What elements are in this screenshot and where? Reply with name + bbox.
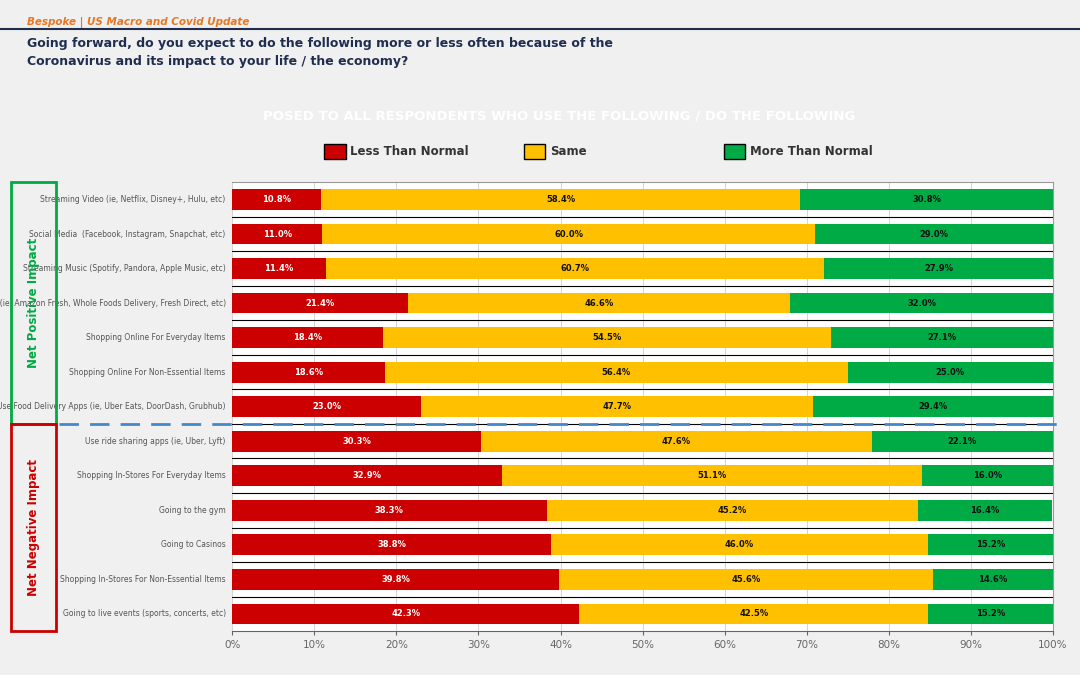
- Bar: [323, 223, 815, 244]
- Bar: [232, 396, 421, 417]
- Bar: [815, 223, 1053, 244]
- Text: 46.0%: 46.0%: [725, 540, 754, 549]
- Text: 10.8%: 10.8%: [262, 195, 291, 204]
- Text: 46.6%: 46.6%: [584, 298, 613, 308]
- Bar: [383, 327, 831, 348]
- Text: 16.4%: 16.4%: [970, 506, 999, 515]
- Text: Shopping Online For Non-Essential Items: Shopping Online For Non-Essential Items: [69, 368, 226, 377]
- Text: 11.0%: 11.0%: [262, 230, 292, 238]
- Bar: [232, 259, 326, 279]
- Text: 18.4%: 18.4%: [293, 333, 322, 342]
- Text: 42.5%: 42.5%: [739, 610, 769, 618]
- Bar: [232, 327, 383, 348]
- Text: 45.2%: 45.2%: [717, 506, 746, 515]
- Bar: [232, 431, 481, 452]
- Text: 14.6%: 14.6%: [978, 575, 1008, 584]
- Bar: [579, 603, 928, 624]
- Text: Use ride sharing apps (ie, Uber, Lyft): Use ride sharing apps (ie, Uber, Lyft): [85, 437, 226, 446]
- Text: 60.7%: 60.7%: [561, 264, 590, 273]
- Text: 18.6%: 18.6%: [294, 368, 323, 377]
- Bar: [558, 569, 933, 590]
- Text: 25.0%: 25.0%: [936, 368, 964, 377]
- Bar: [421, 396, 812, 417]
- Text: 21.4%: 21.4%: [306, 298, 335, 308]
- Text: Going to the gym: Going to the gym: [159, 506, 226, 515]
- Text: 15.2%: 15.2%: [976, 540, 1005, 549]
- Text: 58.4%: 58.4%: [546, 195, 575, 204]
- Bar: [232, 465, 502, 486]
- Text: Social Media  (Facebook, Instagram, Snapchat, etc): Social Media (Facebook, Instagram, Snapc…: [29, 230, 226, 238]
- Text: 16.0%: 16.0%: [973, 471, 1002, 480]
- Text: 22.1%: 22.1%: [947, 437, 977, 446]
- Text: Shopping Online For Everyday Items: Shopping Online For Everyday Items: [86, 333, 226, 342]
- Bar: [928, 535, 1053, 555]
- Text: 27.1%: 27.1%: [928, 333, 957, 342]
- Text: Going to Casinos: Going to Casinos: [161, 540, 226, 549]
- Text: More Than Normal: More Than Normal: [750, 144, 873, 158]
- Text: 51.1%: 51.1%: [698, 471, 727, 480]
- Text: Bespoke | US Macro and Covid Update: Bespoke | US Macro and Covid Update: [27, 17, 249, 28]
- Text: Less Than Normal: Less Than Normal: [350, 144, 469, 158]
- Text: 47.7%: 47.7%: [603, 402, 631, 411]
- Text: POSED TO ALL RESPONDENTS WHO USE THE FOLLOWING / DO THE FOLLOWING: POSED TO ALL RESPONDENTS WHO USE THE FOL…: [262, 110, 855, 123]
- Text: 60.0%: 60.0%: [554, 230, 583, 238]
- Text: 32.0%: 32.0%: [907, 298, 936, 308]
- Text: 23.0%: 23.0%: [312, 402, 341, 411]
- Text: Going to live events (sports, concerts, etc): Going to live events (sports, concerts, …: [63, 610, 226, 618]
- Text: 47.6%: 47.6%: [662, 437, 691, 446]
- Text: 38.8%: 38.8%: [377, 540, 406, 549]
- Text: 56.4%: 56.4%: [602, 368, 631, 377]
- Text: Shopping In-Stores For Non-Essential Items: Shopping In-Stores For Non-Essential Ite…: [60, 575, 226, 584]
- Text: Streaming Music (Spotify, Pandora, Apple Music, etc): Streaming Music (Spotify, Pandora, Apple…: [23, 264, 226, 273]
- Bar: [831, 327, 1053, 348]
- Text: 15.2%: 15.2%: [976, 610, 1005, 618]
- Text: 29.4%: 29.4%: [919, 402, 948, 411]
- Text: 42.3%: 42.3%: [391, 610, 420, 618]
- Text: 11.4%: 11.4%: [265, 264, 294, 273]
- Text: 32.9%: 32.9%: [353, 471, 381, 480]
- Bar: [551, 535, 928, 555]
- Bar: [232, 293, 408, 313]
- Text: 45.6%: 45.6%: [731, 575, 760, 584]
- Bar: [918, 500, 1052, 520]
- Bar: [933, 569, 1053, 590]
- Bar: [800, 189, 1053, 210]
- Text: Grocery Delivery (ie, Amazon Fresh, Whole Foods Delivery, Fresh Direct, etc): Grocery Delivery (ie, Amazon Fresh, Whol…: [0, 298, 226, 308]
- Bar: [232, 362, 384, 383]
- Text: 38.3%: 38.3%: [375, 506, 404, 515]
- Bar: [824, 259, 1053, 279]
- Bar: [502, 465, 921, 486]
- Bar: [791, 293, 1053, 313]
- Text: Net Negative Impact: Net Negative Impact: [27, 459, 40, 596]
- Bar: [481, 431, 872, 452]
- Bar: [232, 569, 558, 590]
- Bar: [232, 223, 323, 244]
- Bar: [928, 603, 1053, 624]
- Text: 29.0%: 29.0%: [919, 230, 948, 238]
- Text: 39.8%: 39.8%: [381, 575, 410, 584]
- Bar: [546, 500, 918, 520]
- Text: Going forward, do you expect to do the following more or less often because of t: Going forward, do you expect to do the f…: [27, 37, 613, 68]
- Bar: [921, 465, 1053, 486]
- Text: Use Food Delivery Apps (ie, Uber Eats, DoorDash, Grubhub): Use Food Delivery Apps (ie, Uber Eats, D…: [0, 402, 226, 411]
- Text: 30.3%: 30.3%: [342, 437, 372, 446]
- Bar: [812, 396, 1054, 417]
- Bar: [872, 431, 1053, 452]
- Text: Same: Same: [550, 144, 586, 158]
- Bar: [232, 603, 579, 624]
- Bar: [848, 362, 1053, 383]
- Bar: [384, 362, 848, 383]
- Text: Streaming Video (ie, Netflix, Disney+, Hulu, etc): Streaming Video (ie, Netflix, Disney+, H…: [40, 195, 226, 204]
- Bar: [232, 500, 546, 520]
- Bar: [408, 293, 791, 313]
- Text: 54.5%: 54.5%: [592, 333, 621, 342]
- Bar: [326, 259, 824, 279]
- Bar: [232, 189, 321, 210]
- Text: Shopping In-Stores For Everyday Items: Shopping In-Stores For Everyday Items: [77, 471, 226, 480]
- Text: 27.9%: 27.9%: [924, 264, 953, 273]
- Bar: [321, 189, 800, 210]
- Bar: [232, 535, 551, 555]
- Text: Net Positive Impact: Net Positive Impact: [27, 238, 40, 369]
- Text: 30.8%: 30.8%: [913, 195, 941, 204]
